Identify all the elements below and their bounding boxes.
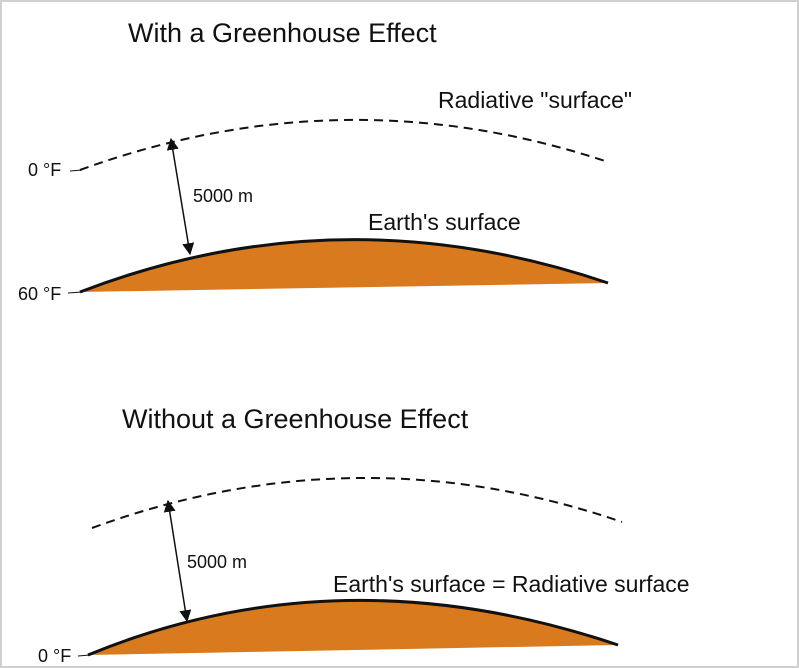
height-arrow [166, 137, 195, 256]
earth [88, 600, 618, 655]
surface-label: Earth's surface [368, 209, 521, 235]
bottom-temp: 60 °F [18, 284, 61, 304]
height-label: 5000 m [193, 186, 253, 206]
radiative-surface [79, 118, 609, 171]
leader [69, 169, 83, 172]
height-label: 5000 m [187, 552, 247, 572]
leader [77, 654, 91, 657]
radiative-label: Radiative "surface" [438, 87, 632, 113]
bottom-temp: 0 °F [38, 646, 71, 666]
earth-outline [87, 598, 619, 657]
top-temp: 0 °F [28, 160, 61, 180]
earth [80, 239, 608, 292]
height-arrow [163, 499, 192, 623]
earth-outline [79, 238, 609, 294]
panel-title: Without a Greenhouse Effect [122, 404, 469, 434]
leader [67, 291, 83, 294]
panel-title: With a Greenhouse Effect [128, 18, 437, 48]
surface-label: Earth's surface = Radiative surface [333, 571, 690, 597]
